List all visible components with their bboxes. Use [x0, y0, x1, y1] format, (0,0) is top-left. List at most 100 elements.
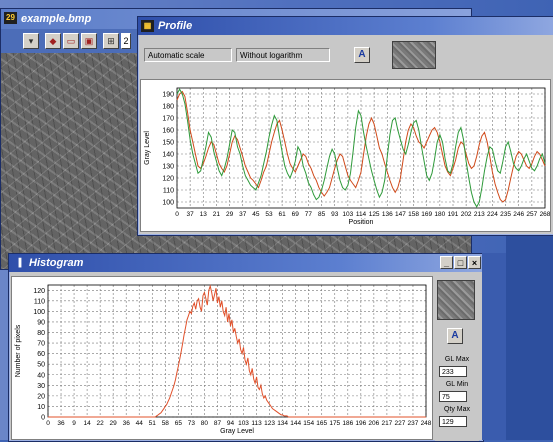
profile-x-tick-label: 21 — [213, 211, 221, 218]
tool-red-1-button[interactable]: ◆ — [45, 33, 61, 49]
image-window-title: example.bmp — [21, 13, 92, 25]
dropdown-arrow-icon[interactable]: ▾ — [23, 33, 39, 49]
profile-y-tick-label: 120 — [162, 176, 174, 183]
tool-red-3-button[interactable]: ▣ — [81, 33, 97, 49]
histogram-x-tick-label: 73 — [188, 420, 196, 427]
qty-max-label: Qty Max — [443, 406, 471, 413]
histogram-y-tick-label: 120 — [33, 288, 45, 295]
histogram-x-tick-label: 144 — [290, 420, 301, 427]
histogram-y-tick-label: 110 — [34, 298, 45, 305]
tool-red-2-button[interactable]: ▭ — [63, 33, 79, 49]
histogram-texture-preview — [437, 280, 475, 320]
profile-texture-preview — [392, 41, 436, 69]
histogram-x-tick-label: 9 — [72, 420, 76, 427]
histogram-y-tick-label: 50 — [37, 362, 45, 369]
histogram-x-tick-label: 165 — [316, 420, 327, 427]
profile-x-tick-label: 257 — [526, 211, 537, 218]
histogram-y-tick-label: 70 — [37, 341, 45, 348]
profile-x-tick-label: 158 — [408, 211, 419, 218]
histogram-x-axis-label: Gray Level — [220, 428, 254, 435]
scale-mode-field[interactable]: Automatic scale — [144, 48, 232, 62]
profile-y-tick-label: 140 — [162, 152, 174, 159]
gl-max-field[interactable]: 233 — [439, 366, 467, 377]
histogram-x-tick-label: 0 — [46, 420, 50, 427]
profile-x-tick-label: 29 — [226, 211, 234, 218]
profile-x-tick-label: 191 — [448, 211, 459, 218]
histogram-y-tick-label: 80 — [37, 330, 45, 337]
histogram-x-tick-label: 154 — [303, 420, 314, 427]
histogram-side-panel: A GL Max 233 GL Min 75 Qty Max 129 — [435, 276, 479, 441]
profile-app-icon: ▦ — [141, 20, 154, 32]
profile-y-axis-label: Gray Level — [144, 131, 151, 165]
profile-y-tick-label: 190 — [162, 92, 174, 99]
close-icon[interactable]: × — [468, 256, 481, 269]
profile-options-bar: Automatic scale Without logarithm — [142, 39, 468, 73]
profile-x-tick-label: 0 — [175, 211, 179, 218]
profile-x-tick-label: 45 — [252, 211, 260, 218]
histogram-a-icon[interactable]: A — [447, 328, 463, 344]
histogram-window-titlebar[interactable]: ▐ Histogram _ □ × — [9, 254, 483, 272]
profile-y-tick-label: 170 — [162, 116, 174, 123]
qty-max-field[interactable]: 129 — [439, 416, 467, 427]
gl-max-label: GL Max — [444, 356, 470, 363]
zoom-value-box[interactable]: 2 — [121, 33, 131, 49]
histogram-x-tick-label: 113 — [251, 420, 262, 427]
profile-y-tick-label: 100 — [162, 200, 174, 207]
histogram-y-tick-label: 40 — [37, 372, 45, 379]
zoom-icon[interactable]: ⊞ — [103, 33, 119, 49]
profile-x-tick-label: 147 — [395, 211, 406, 218]
histogram-x-tick-label: 227 — [395, 420, 406, 427]
histogram-x-tick-label: 36 — [123, 420, 131, 427]
profile-chart: 190 180 170 160 150 140 130 120 110 100 0 37 13 21 29 3… — [140, 79, 551, 232]
profile-y-tick-label: 130 — [162, 164, 174, 171]
histogram-chart: 120 110 100 90 80 70 60 50 40 30 20 10 0 0 36 9 14 22 29 36… — [11, 276, 433, 440]
profile-x-tick-label: 224 — [487, 211, 498, 218]
histogram-scroll-strip — [482, 253, 506, 440]
profile-series-line-1 — [176, 88, 546, 208]
histogram-y-tick-label: 10 — [37, 404, 45, 411]
profile-x-tick-label: 85 — [318, 211, 326, 218]
maximize-icon[interactable]: □ — [454, 256, 467, 269]
profile-x-tick-label: 246 — [513, 211, 524, 218]
histogram-x-tick-label: 196 — [355, 420, 366, 427]
profile-x-tick-label: 268 — [540, 211, 550, 218]
profile-series-line-0 — [176, 90, 546, 203]
profile-y-tick-label: 160 — [162, 128, 174, 135]
histogram-x-tick-label: 248 — [421, 420, 432, 427]
profile-x-tick-label: 125 — [369, 211, 380, 218]
histogram-x-tick-label: 94 — [227, 420, 235, 427]
minimize-icon[interactable]: _ — [440, 256, 453, 269]
histogram-x-tick-label: 134 — [277, 420, 288, 427]
profile-x-tick-label: 213 — [474, 211, 485, 218]
desktop-panel — [506, 234, 553, 440]
profile-x-tick-label: 77 — [305, 211, 313, 218]
histogram-x-tick-label: 217 — [381, 420, 392, 427]
histogram-x-tick-label: 80 — [201, 420, 209, 427]
profile-y-tick-label: 110 — [163, 188, 174, 195]
profile-x-tick-label: 53 — [265, 211, 273, 218]
histogram-window[interactable]: ▐ Histogram _ □ × 120 110 100 90 80 70 60 50 40 3… — [8, 253, 484, 442]
profile-x-tick-label: 37 — [187, 211, 195, 218]
histogram-x-tick-label: 237 — [408, 420, 419, 427]
histogram-x-tick-label: 65 — [175, 420, 183, 427]
histogram-y-tick-label: 20 — [37, 393, 45, 400]
profile-window[interactable]: ▦ Profile Automatic scale Without logari… — [137, 16, 553, 236]
histogram-x-tick-label: 103 — [238, 420, 249, 427]
profile-x-tick-label: 202 — [461, 211, 472, 218]
histogram-x-tick-label: 123 — [264, 420, 275, 427]
profile-a-icon[interactable]: A — [354, 47, 370, 63]
histogram-x-tick-label: 29 — [110, 420, 118, 427]
histogram-y-axis-label: Number of pixels — [15, 324, 22, 377]
profile-x-tick-label: 180 — [434, 211, 445, 218]
profile-x-tick-label: 93 — [331, 211, 339, 218]
profile-y-tick-label: 150 — [162, 140, 174, 147]
histogram-y-tick-label: 60 — [37, 351, 45, 358]
gl-min-field[interactable]: 75 — [439, 391, 467, 402]
histogram-x-tick-label: 186 — [342, 420, 353, 427]
profile-window-titlebar[interactable]: ▦ Profile — [138, 17, 553, 35]
profile-window-title: Profile — [158, 20, 193, 32]
histogram-y-tick-label: 30 — [37, 383, 45, 390]
log-mode-field[interactable]: Without logarithm — [236, 48, 330, 62]
histogram-y-tick-label: 100 — [33, 309, 45, 316]
